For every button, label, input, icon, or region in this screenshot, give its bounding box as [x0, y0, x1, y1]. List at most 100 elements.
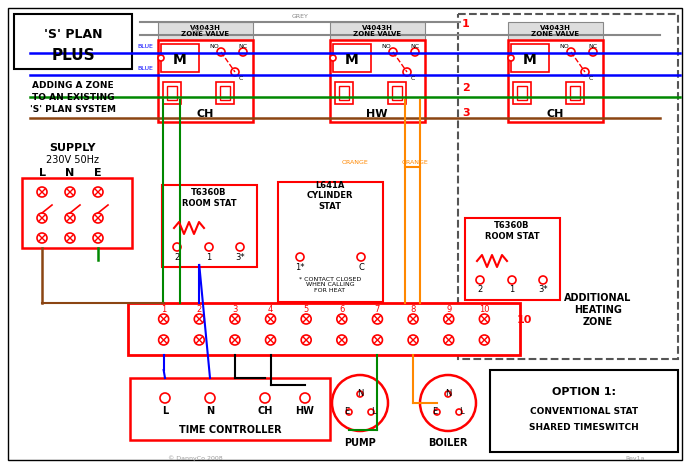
Bar [508, 40, 603, 122]
Text: NC: NC [411, 44, 420, 50]
Circle shape [357, 253, 365, 261]
Text: 230V 50Hz: 230V 50Hz [46, 155, 99, 165]
Bar [388, 82, 406, 104]
Text: ADDITIONAL
HEATING
ZONE: ADDITIONAL HEATING ZONE [564, 293, 631, 327]
Text: V4043H
ZONE VALVE: V4043H ZONE VALVE [531, 24, 579, 37]
Circle shape [160, 393, 170, 403]
Circle shape [37, 213, 47, 223]
Circle shape [445, 391, 451, 397]
Circle shape [337, 335, 347, 345]
Circle shape [296, 253, 304, 261]
Circle shape [508, 55, 514, 61]
Text: SUPPLY: SUPPLY [50, 143, 96, 153]
Text: 3: 3 [233, 306, 237, 314]
Circle shape [408, 335, 418, 345]
Bar [167, 86, 177, 100]
Text: PLUS: PLUS [51, 47, 95, 63]
Text: N: N [206, 406, 214, 416]
Text: 'S' PLAN: 'S' PLAN [43, 29, 102, 42]
Text: PUMP: PUMP [344, 438, 376, 448]
Circle shape [158, 55, 164, 61]
Text: BLUE: BLUE [137, 44, 153, 50]
Circle shape [230, 314, 240, 324]
Text: GREY: GREY [192, 28, 208, 32]
Text: 2: 2 [197, 306, 202, 314]
Text: GREY: GREY [292, 15, 308, 20]
Circle shape [434, 409, 440, 415]
Circle shape [65, 213, 75, 223]
Bar [130, 378, 330, 440]
Text: HW: HW [366, 109, 388, 119]
Text: TIME CONTROLLER: TIME CONTROLLER [179, 425, 282, 435]
Circle shape [195, 335, 204, 345]
Circle shape [231, 68, 239, 76]
Circle shape [217, 48, 225, 56]
Bar [513, 82, 531, 104]
Text: 2: 2 [477, 285, 482, 294]
Circle shape [567, 48, 575, 56]
Text: M: M [345, 53, 359, 67]
Text: V4043H
ZONE VALVE: V4043H ZONE VALVE [353, 24, 401, 37]
Circle shape [159, 314, 168, 324]
Bar [458, 14, 678, 359]
Circle shape [346, 409, 352, 415]
Circle shape [301, 314, 311, 324]
Text: L: L [39, 168, 46, 178]
Text: ORANGE: ORANGE [342, 161, 368, 166]
Circle shape [301, 335, 311, 345]
Text: L: L [371, 408, 375, 417]
Circle shape [65, 233, 75, 243]
Text: 1: 1 [161, 306, 166, 314]
Text: M: M [523, 53, 537, 67]
Bar [511, 44, 549, 72]
Text: L: L [162, 406, 168, 416]
Text: 2: 2 [175, 253, 179, 262]
Circle shape [195, 314, 204, 324]
Text: C: C [589, 76, 593, 81]
Text: ORANGE: ORANGE [402, 161, 428, 166]
Text: NO: NO [209, 44, 219, 50]
Text: M: M [173, 53, 187, 67]
Bar [161, 44, 199, 72]
Bar [333, 44, 371, 72]
Text: N: N [357, 389, 363, 398]
Circle shape [420, 375, 476, 431]
Bar [566, 82, 584, 104]
Circle shape [408, 314, 418, 324]
Text: NC: NC [239, 44, 248, 50]
Bar [220, 86, 230, 100]
Text: C: C [239, 76, 243, 81]
Text: CH: CH [197, 109, 214, 119]
Bar [158, 22, 253, 40]
Circle shape [260, 393, 270, 403]
Bar [490, 370, 678, 452]
Bar [465, 218, 560, 300]
Text: 9: 9 [446, 306, 451, 314]
Text: L: L [459, 408, 463, 417]
Circle shape [476, 276, 484, 284]
Bar [508, 22, 603, 40]
Text: 8: 8 [411, 306, 416, 314]
Text: 2: 2 [462, 83, 470, 93]
Text: 10: 10 [516, 315, 532, 325]
Circle shape [236, 243, 244, 251]
Text: NC: NC [589, 44, 598, 50]
Text: 3: 3 [462, 108, 470, 118]
Bar [330, 40, 425, 122]
Text: 3*: 3* [538, 285, 548, 294]
Circle shape [589, 48, 597, 56]
Text: * CONTACT CLOSED
WHEN CALLING
FOR HEAT: * CONTACT CLOSED WHEN CALLING FOR HEAT [299, 277, 361, 293]
Text: 7: 7 [375, 306, 380, 314]
Circle shape [239, 48, 247, 56]
Text: 10: 10 [479, 306, 490, 314]
Circle shape [266, 314, 275, 324]
Bar [339, 86, 349, 100]
Circle shape [508, 276, 516, 284]
Text: T6360B
ROOM STAT: T6360B ROOM STAT [484, 221, 540, 241]
Circle shape [444, 314, 454, 324]
Circle shape [93, 187, 103, 197]
Text: 6: 6 [339, 306, 344, 314]
Circle shape [205, 243, 213, 251]
Circle shape [173, 243, 181, 251]
Text: HW: HW [295, 406, 315, 416]
